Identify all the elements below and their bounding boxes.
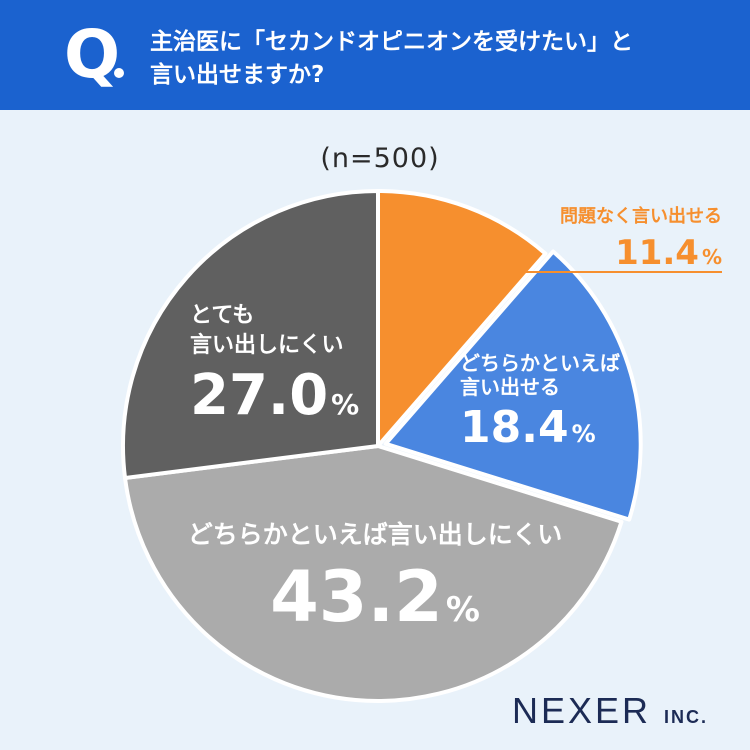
question-line-2: 言い出せますか? — [150, 62, 325, 88]
slice-label-3-line-1: どちらかといえば言い出しにくい — [188, 520, 563, 549]
slice-label-2-line-2: 言い出せる — [460, 375, 560, 399]
pie-slice-2 — [383, 249, 643, 522]
slice-value-unit-1: % — [702, 245, 722, 269]
slice-value-1: 11.4% — [615, 233, 722, 273]
slice-value-unit-4: % — [331, 388, 359, 421]
slice-value-3: 43.2% — [270, 556, 480, 638]
q-mark: Q — [64, 16, 121, 93]
slice-label-2-line-1: どちらかといえば — [460, 351, 620, 375]
sample-size-label: (n=500) — [320, 143, 440, 174]
slice-label-1-line-1: 問題なく言い出せる — [560, 205, 722, 227]
pie-slice-3 — [123, 444, 624, 703]
slice-value-number-1: 11.4 — [615, 233, 699, 273]
logo-name: NEXER — [512, 690, 652, 731]
nexer-logo: NEXER INC. — [512, 690, 708, 732]
pie-slices — [121, 189, 643, 703]
slice-label-4-line-2: 言い出しにくい — [190, 332, 344, 358]
slice-value-unit-3: % — [446, 590, 480, 630]
pie-slice-4 — [121, 189, 380, 480]
slice-value-number-4: 27.0 — [190, 363, 328, 428]
question-header: Q 主治医に「セカンドオピニオンを受けたい」と 言い出せますか? — [0, 0, 750, 110]
slice-value-number-2: 18.4 — [460, 402, 569, 453]
slice-value-number-3: 43.2 — [270, 556, 443, 638]
question-line-1: 主治医に「セカンドオピニオンを受けたい」と — [150, 29, 633, 55]
slice-value-unit-2: % — [572, 420, 596, 448]
question-text: 主治医に「セカンドオピニオンを受けたい」と 言い出せますか? — [150, 26, 720, 92]
pie-slice-1 — [376, 189, 548, 448]
logo-suffix: INC. — [664, 707, 709, 727]
slice-value-2: 18.4% — [460, 402, 596, 453]
q-dot-icon — [114, 68, 124, 78]
slice-label-4-line-1: とても — [190, 303, 254, 328]
slice-value-4: 27.0% — [190, 363, 359, 428]
